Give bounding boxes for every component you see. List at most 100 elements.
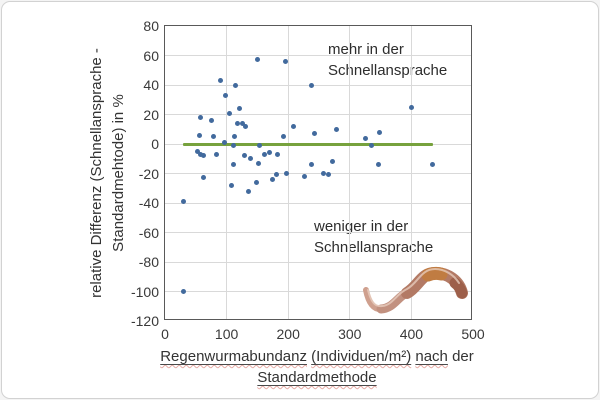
annotation-mehr-line1: mehr in der bbox=[328, 41, 404, 58]
x-axis-title-word: nach bbox=[415, 348, 448, 365]
y-tick-label: -20 bbox=[138, 165, 159, 182]
scatter-point bbox=[237, 106, 243, 112]
scatter-point bbox=[198, 114, 204, 120]
plot-area: mehr in der Schnellansprache weniger in … bbox=[131, 18, 485, 342]
scatter-point bbox=[227, 110, 233, 116]
annotation-weniger-line2: Schnellansprache bbox=[314, 239, 434, 256]
gridline-vertical bbox=[226, 26, 228, 319]
scatter-point bbox=[246, 188, 252, 194]
x-axis-title: Regenwurmabundanz (Individuen/m²) nach d… bbox=[152, 346, 482, 388]
scatter-point bbox=[231, 142, 237, 148]
scatter-point bbox=[274, 151, 280, 157]
gridline-horizontal bbox=[165, 291, 471, 292]
annotation-weniger-line1: weniger in der bbox=[314, 218, 409, 235]
scatter-point bbox=[408, 104, 414, 110]
scatter-point bbox=[210, 134, 216, 140]
scatter-point bbox=[209, 117, 215, 123]
scatter-point bbox=[377, 129, 383, 135]
scatter-point bbox=[429, 162, 435, 168]
earthworm-image bbox=[363, 266, 468, 314]
scatter-point bbox=[309, 162, 315, 168]
scatter-point bbox=[234, 120, 240, 126]
x-axis-title-word: der bbox=[447, 348, 474, 365]
gridline-horizontal bbox=[165, 114, 471, 115]
scatter-point bbox=[280, 134, 286, 140]
x-axis-title-line1: Regenwurmabundanz (Individuen/m²) nach d… bbox=[152, 346, 482, 367]
scatter-point bbox=[273, 172, 279, 178]
y-tick-label: 80 bbox=[143, 18, 159, 34]
scatter-point bbox=[333, 126, 339, 132]
gridline-horizontal bbox=[165, 261, 471, 263]
gridline-horizontal bbox=[165, 232, 471, 233]
y-axis-title: relative Differenz (Schnellansprache - S… bbox=[86, 13, 132, 333]
scatter-point bbox=[312, 131, 318, 137]
annotation-weniger: weniger in der Schnellansprache bbox=[314, 216, 433, 258]
annotation-mehr: mehr in der Schnellansprache bbox=[328, 39, 447, 81]
y-axis-title-line2: Standardmehtode) in % bbox=[110, 94, 127, 252]
x-axis-title-word: (Individuen/m²) bbox=[311, 348, 412, 365]
x-tick-label: 500 bbox=[461, 326, 485, 342]
scatter-point bbox=[368, 142, 374, 148]
scatter-point bbox=[257, 142, 263, 148]
scatter-point bbox=[266, 150, 272, 156]
scatter-point bbox=[196, 132, 202, 138]
scatter-point bbox=[326, 172, 332, 178]
scatter-point bbox=[247, 156, 253, 162]
gridline-horizontal bbox=[165, 55, 471, 56]
y-tick-label: 0 bbox=[151, 136, 159, 152]
gridline-horizontal bbox=[165, 202, 471, 204]
x-tick-label: 200 bbox=[276, 326, 300, 342]
scatter-point bbox=[262, 151, 268, 157]
scatter-point bbox=[239, 120, 245, 126]
scatter-point bbox=[254, 57, 260, 63]
scatter-point bbox=[201, 153, 207, 159]
scatter-point bbox=[194, 148, 200, 154]
x-tick-label: 300 bbox=[338, 326, 362, 342]
scatter-point bbox=[330, 159, 336, 165]
scatter-point bbox=[363, 135, 369, 141]
annotation-mehr-line2: Schnellansprache bbox=[328, 62, 448, 79]
scatter-point bbox=[201, 175, 207, 181]
scatter-point bbox=[242, 123, 248, 129]
scatter-point bbox=[213, 151, 219, 157]
y-tick-label: 60 bbox=[143, 47, 159, 64]
scatter-point bbox=[231, 162, 237, 168]
y-tick-label: 40 bbox=[143, 77, 159, 93]
scatter-point bbox=[232, 134, 238, 140]
x-axis-title-word: Regenwurmabundanz bbox=[160, 348, 307, 365]
y-tick-label: -120 bbox=[130, 313, 159, 329]
scatter-point bbox=[255, 160, 261, 166]
scatter-point bbox=[180, 289, 186, 294]
y-tick-label: 20 bbox=[143, 106, 159, 123]
scatter-point bbox=[241, 153, 247, 159]
y-axis-title-line1: relative Differenz (Schnellansprache - bbox=[88, 48, 105, 298]
y-tick-label: -60 bbox=[138, 224, 159, 241]
scatter-point bbox=[221, 140, 227, 146]
y-tick-label: -40 bbox=[138, 195, 159, 211]
x-axis-title-line2: Standardmethode bbox=[257, 369, 377, 386]
scatter-point bbox=[229, 182, 235, 188]
scatter-point bbox=[375, 162, 381, 168]
scatter-point bbox=[302, 173, 308, 179]
y-tick-label: -80 bbox=[138, 254, 159, 270]
zero-reference-line bbox=[183, 142, 433, 146]
scatter-point bbox=[233, 82, 239, 88]
scatter-point bbox=[253, 179, 259, 185]
x-tick-label: 0 bbox=[161, 326, 169, 342]
scatter-point bbox=[309, 82, 315, 88]
x-tick-label: 100 bbox=[214, 326, 239, 342]
gridline-vertical bbox=[410, 26, 412, 319]
scatter-point bbox=[320, 171, 326, 176]
gridline-horizontal bbox=[165, 173, 471, 174]
y-tick-label: -100 bbox=[130, 283, 159, 300]
gridline-horizontal bbox=[165, 84, 471, 86]
gridline-vertical bbox=[349, 26, 351, 319]
scatter-point bbox=[222, 92, 228, 98]
scatter-point bbox=[217, 78, 223, 84]
scatter-point bbox=[290, 123, 296, 129]
x-tick-label: 400 bbox=[399, 326, 424, 342]
scatter-point bbox=[284, 171, 290, 176]
scatter-point bbox=[282, 58, 288, 64]
scatter-point bbox=[269, 176, 275, 182]
